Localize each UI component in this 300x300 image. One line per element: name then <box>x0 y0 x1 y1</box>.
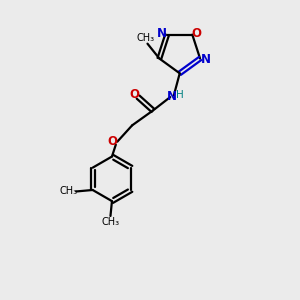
Text: CH₃: CH₃ <box>59 186 77 196</box>
Text: H: H <box>176 90 184 100</box>
Text: O: O <box>192 27 202 40</box>
Text: O: O <box>129 88 139 101</box>
Text: O: O <box>107 135 117 148</box>
Text: N: N <box>157 27 167 40</box>
Text: CH₃: CH₃ <box>101 217 119 227</box>
Text: N: N <box>167 90 176 103</box>
Text: CH₃: CH₃ <box>137 33 155 43</box>
Text: N: N <box>200 52 210 66</box>
